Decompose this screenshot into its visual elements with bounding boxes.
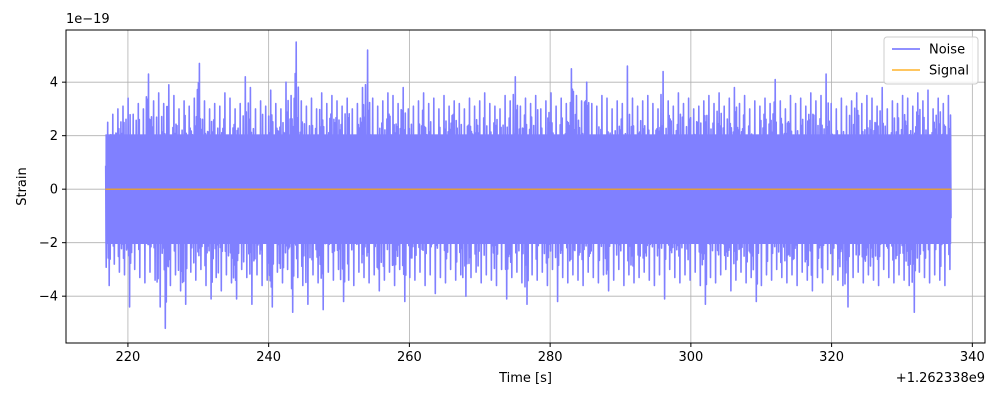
x-tick-label: 300: [678, 350, 703, 365]
y-axis-label: Strain: [15, 167, 30, 206]
tick-marks: [62, 81, 973, 347]
series-layer: [104, 41, 952, 330]
x-offset-label: +1.262338e9: [896, 371, 985, 386]
tick-labels: 220 240 260 280 300 320 340 −4 −2 0 2 4: [39, 76, 985, 365]
y-scale-label: 1e−19: [66, 12, 110, 27]
x-tick-label: 280: [538, 350, 563, 365]
x-tick-label: 320: [819, 350, 844, 365]
plot-frame: [65, 29, 986, 344]
x-tick-label: 260: [397, 350, 422, 365]
x-tick-label: 220: [116, 350, 141, 365]
y-tick-label: 2: [50, 129, 58, 144]
legend-label-noise: Noise: [929, 43, 965, 58]
y-tick-label: 0: [50, 183, 58, 198]
x-axis-label: Time [s]: [498, 371, 552, 386]
y-tick-label: −4: [39, 290, 58, 305]
y-tick-label: 4: [50, 76, 58, 91]
y-tick-label: −2: [39, 236, 58, 251]
legend-label-signal: Signal: [929, 64, 969, 79]
legend: Noise Signal: [883, 36, 979, 85]
noise-series-line: [104, 41, 952, 330]
x-tick-label: 340: [960, 350, 985, 365]
x-tick-label: 240: [256, 350, 281, 365]
